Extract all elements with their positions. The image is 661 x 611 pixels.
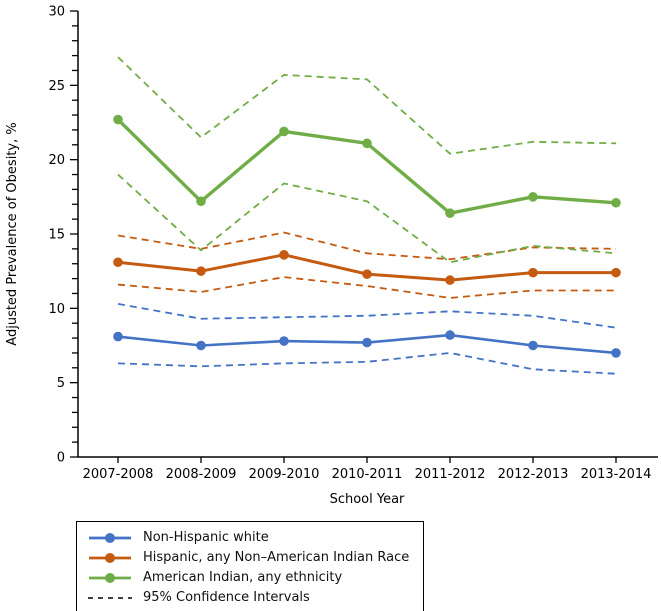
x-tick-label: 2011-2012 bbox=[415, 467, 486, 482]
data-point-american-indian-any-ethnicity-2012-2013 bbox=[528, 192, 538, 202]
data-point-american-indian-any-ethnicity-2010-2011 bbox=[362, 138, 372, 149]
data-point-hispanic-any-non-american-indian-race-2012-2013 bbox=[528, 267, 538, 278]
legend-marker-line-dot bbox=[89, 552, 131, 563]
ci-upper-line-hispanic-any-non-american-indian-race bbox=[117, 231, 617, 261]
data-point-american-indian-any-ethnicity-2013-2014 bbox=[611, 197, 621, 208]
x-tick-label: 2013-2014 bbox=[581, 467, 652, 482]
data-point-non-hispanic-white-2012-2013 bbox=[528, 340, 538, 351]
data-point-hispanic-any-non-american-indian-race-2011-2012 bbox=[445, 275, 455, 285]
data-point-hispanic-any-non-american-indian-race-2010-2011 bbox=[362, 269, 372, 279]
data-point-hispanic-any-non-american-indian-race-2013-2014 bbox=[611, 267, 621, 278]
legend-item-hispanic: Hispanic, any Non–American Indian Race bbox=[87, 548, 409, 567]
legend-item-american-indian: American Indian, any ethnicity bbox=[87, 568, 409, 587]
x-tick-label: 2012-2013 bbox=[498, 467, 569, 482]
data-point-american-indian-any-ethnicity-2007-2008 bbox=[113, 114, 123, 125]
ci-lower-line-american-indian-any-ethnicity bbox=[117, 173, 617, 264]
legend-label: American Indian, any ethnicity bbox=[143, 570, 343, 585]
legend-dot bbox=[105, 572, 115, 583]
legend-dot bbox=[105, 532, 115, 543]
legend-label: Non-Hispanic white bbox=[143, 530, 269, 545]
legend-label: 95% Confidence Intervals bbox=[143, 590, 310, 605]
data-point-non-hispanic-white-2008-2009 bbox=[196, 340, 206, 351]
data-point-american-indian-any-ethnicity-2011-2012 bbox=[445, 208, 455, 218]
legend-item-non-hispanic-white: Non-Hispanic white bbox=[87, 528, 409, 547]
legend-label: Hispanic, any Non–American Indian Race bbox=[143, 550, 410, 565]
data-point-hispanic-any-non-american-indian-race-2007-2008 bbox=[113, 257, 123, 268]
ci-lower-line-hispanic-any-non-american-indian-race bbox=[117, 276, 616, 299]
data-point-american-indian-any-ethnicity-2008-2009 bbox=[196, 196, 206, 207]
y-tick-label: 10 bbox=[48, 302, 65, 317]
legend-marker-line-dot bbox=[89, 532, 131, 543]
y-tick-label: 0 bbox=[57, 451, 65, 466]
data-point-american-indian-any-ethnicity-2009-2010 bbox=[279, 126, 289, 137]
data-point-non-hispanic-white-2013-2014 bbox=[611, 348, 621, 358]
data-point-non-hispanic-white-2009-2010 bbox=[279, 336, 289, 346]
legend-marker-dashed-line bbox=[88, 596, 132, 599]
line-chart-canvas: Adjusted Prevalence of Obesity, % School… bbox=[5, 5, 658, 507]
chart-legend: Non-Hispanic white Hispanic, any Non–Ame… bbox=[76, 521, 425, 611]
legend-marker-line-dot bbox=[89, 572, 131, 583]
y-tick-label: 15 bbox=[48, 228, 65, 243]
y-axis-title: Adjusted Prevalence of Obesity, % bbox=[5, 122, 20, 345]
y-tick-label: 20 bbox=[48, 153, 65, 168]
x-axis-title: School Year bbox=[330, 492, 405, 507]
legend-item-confidence-intervals: 95% Confidence Intervals bbox=[87, 588, 409, 607]
y-tick-label: 25 bbox=[48, 79, 65, 94]
data-point-hispanic-any-non-american-indian-race-2009-2010 bbox=[279, 250, 289, 260]
ci-lower-line-non-hispanic-white bbox=[117, 352, 617, 375]
data-point-hispanic-any-non-american-indian-race-2008-2009 bbox=[196, 266, 206, 276]
x-tick-label: 2010-2011 bbox=[332, 467, 403, 482]
legend-dot bbox=[105, 552, 115, 563]
ci-upper-line-non-hispanic-white bbox=[117, 302, 617, 329]
data-point-non-hispanic-white-2011-2012 bbox=[445, 330, 455, 340]
y-tick-label: 5 bbox=[57, 376, 65, 391]
series-line-american-indian-any-ethnicity bbox=[116, 118, 617, 216]
y-tick-label: 30 bbox=[48, 5, 65, 20]
data-point-non-hispanic-white-2010-2011 bbox=[362, 337, 372, 348]
x-tick-label: 2009-2010 bbox=[249, 467, 320, 482]
ci-upper-line-american-indian-any-ethnicity bbox=[117, 56, 617, 155]
data-point-non-hispanic-white-2007-2008 bbox=[113, 331, 123, 342]
x-tick-label: 2008-2009 bbox=[166, 467, 237, 482]
x-tick-label: 2007-2008 bbox=[83, 467, 154, 482]
